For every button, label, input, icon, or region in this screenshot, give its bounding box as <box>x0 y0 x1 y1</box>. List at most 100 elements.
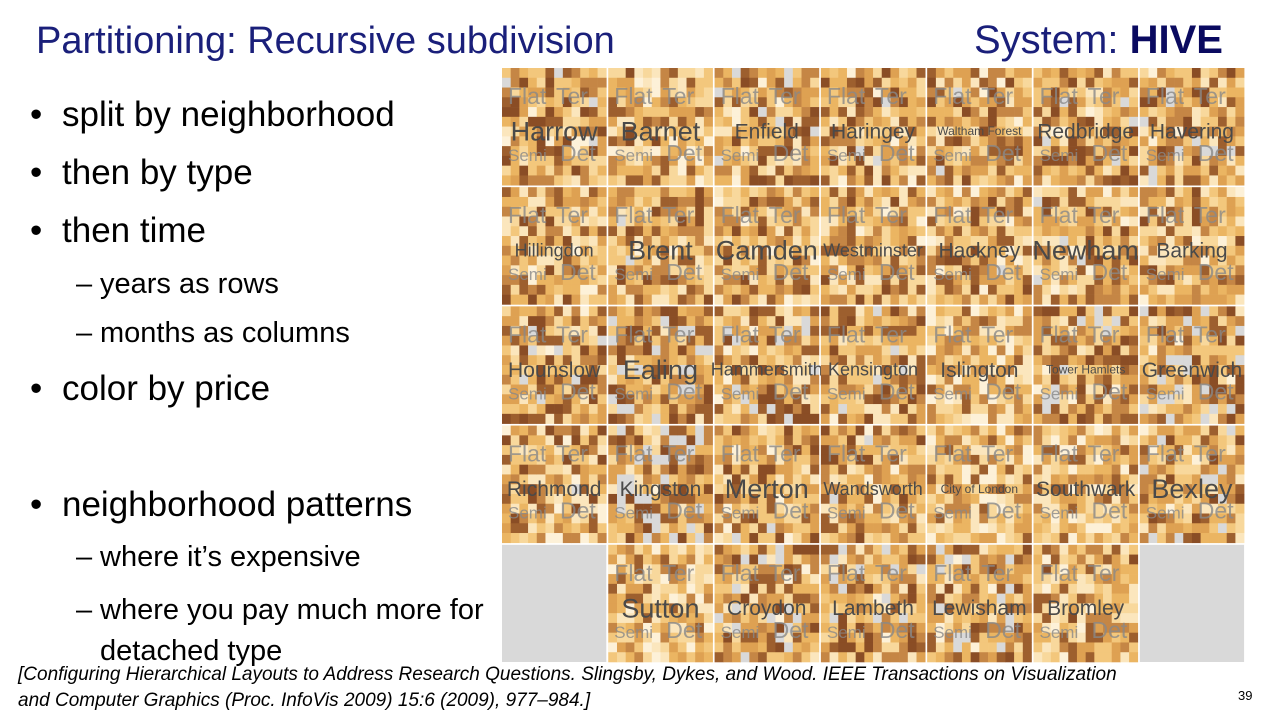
price-cell <box>677 523 687 534</box>
price-cell <box>608 583 618 594</box>
price-cell <box>643 632 653 643</box>
price-cell <box>677 454 687 465</box>
bullet: color by price <box>30 369 270 409</box>
price-cell <box>1226 107 1236 118</box>
price-cell <box>935 642 945 653</box>
price-cell <box>1022 454 1032 465</box>
quadrant-label: Flat <box>933 321 972 347</box>
price-cell <box>643 335 653 346</box>
price-cell <box>643 622 653 633</box>
price-cell <box>820 355 830 366</box>
price-cell <box>502 533 511 544</box>
price-cell <box>1226 464 1236 475</box>
price-cell <box>873 413 883 424</box>
price-cell <box>996 425 1006 436</box>
price-cell <box>838 175 848 186</box>
price-cell <box>588 187 598 198</box>
price-cell <box>1059 652 1069 663</box>
price-cell <box>907 206 917 217</box>
price-cell <box>660 613 670 624</box>
price-cell <box>775 68 785 79</box>
price-cell <box>944 136 954 147</box>
price-cell <box>686 384 696 395</box>
price-cell <box>1103 107 1113 118</box>
price-cell <box>916 355 926 366</box>
price-cell <box>1148 355 1158 366</box>
price-cell <box>766 226 776 237</box>
price-cell <box>1085 554 1095 565</box>
price-cell <box>695 284 705 295</box>
price-cell <box>1033 435 1043 446</box>
price-cell <box>588 523 598 534</box>
price-cell <box>916 345 926 356</box>
price-cell <box>961 196 971 208</box>
price-cell <box>686 345 696 356</box>
price-cell <box>703 226 713 237</box>
price-cell <box>758 593 768 604</box>
price-cell <box>502 413 511 424</box>
price-cell <box>625 316 635 327</box>
price-cell <box>829 493 839 505</box>
price-cell <box>970 493 980 505</box>
price-cell <box>758 632 768 643</box>
price-cell <box>784 255 794 266</box>
price-cell <box>562 513 572 524</box>
price-cell <box>855 513 865 524</box>
price-cell <box>1050 513 1060 524</box>
quadrant-label: Det <box>560 140 596 166</box>
price-cell <box>829 394 839 405</box>
price-cell <box>899 265 909 276</box>
price-cell <box>927 413 937 424</box>
price-cell <box>608 236 618 247</box>
price-cell <box>1183 425 1193 436</box>
price-cell <box>651 294 661 305</box>
price-cell <box>1085 294 1095 305</box>
price-cell <box>580 413 590 424</box>
price-cell <box>1103 474 1113 485</box>
price-cell <box>1226 126 1236 137</box>
price-cell <box>528 335 538 346</box>
price-cell <box>510 523 520 534</box>
price-cell <box>970 226 980 237</box>
price-cell <box>1200 335 1210 346</box>
price-cell <box>1129 425 1139 436</box>
price-cell <box>979 355 989 366</box>
price-cell <box>1157 435 1167 446</box>
price-cell <box>571 474 581 485</box>
price-cell <box>740 325 750 336</box>
price-cell <box>907 642 917 653</box>
price-cell <box>775 216 785 227</box>
price-cell <box>944 68 954 79</box>
price-cell <box>1111 632 1121 643</box>
price-cell <box>873 533 883 544</box>
price-cell <box>766 603 776 614</box>
price-cell <box>502 493 511 505</box>
price-cell <box>979 523 989 534</box>
price-cell <box>677 196 687 208</box>
quadrant-label: Semi <box>614 265 653 284</box>
price-cell <box>944 632 954 643</box>
price-cell <box>953 474 963 485</box>
price-cell <box>502 126 511 137</box>
price-cell <box>1022 284 1032 295</box>
quadrant-label: Flat <box>827 321 866 347</box>
price-cell <box>1005 97 1015 108</box>
price-cell <box>669 613 679 624</box>
price-cell <box>855 394 865 405</box>
price-cell <box>1005 68 1015 79</box>
price-cell <box>1183 87 1193 98</box>
price-cell <box>1103 175 1113 186</box>
price-cell <box>820 365 830 376</box>
price-cell <box>935 294 945 305</box>
price-cell <box>961 445 971 456</box>
price-cell <box>1111 265 1121 276</box>
quadrant-label: Semi <box>827 265 866 284</box>
price-cell <box>927 97 937 108</box>
price-cell <box>562 533 572 544</box>
price-cell <box>571 493 581 505</box>
price-cell <box>703 652 713 663</box>
price-cell <box>873 374 883 385</box>
price-cell <box>510 216 520 227</box>
price-cell <box>1183 435 1193 446</box>
price-cell <box>536 155 546 166</box>
